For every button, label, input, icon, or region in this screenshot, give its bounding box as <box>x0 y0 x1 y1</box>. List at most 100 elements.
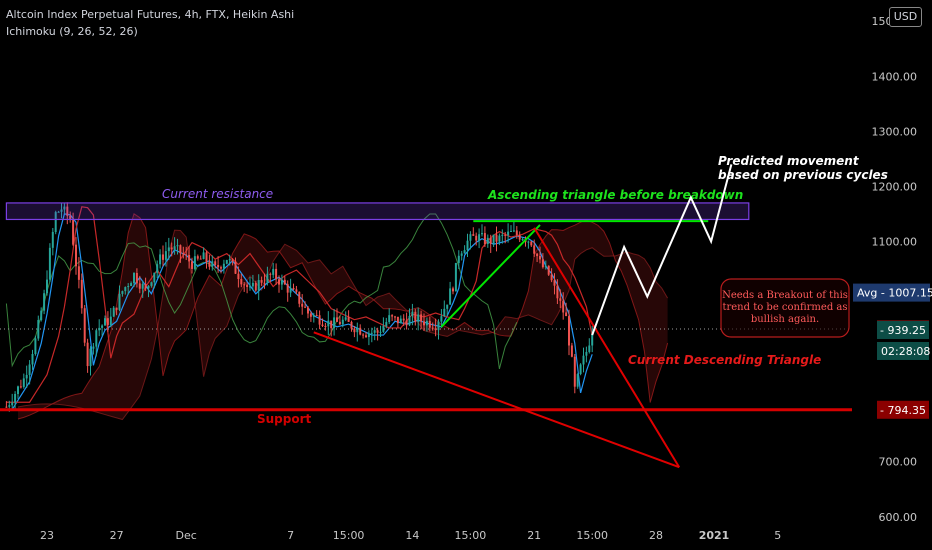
note-line1: Needs a Breakout of this <box>722 290 848 301</box>
candle <box>298 291 301 308</box>
candle <box>5 401 8 408</box>
candle <box>188 246 191 269</box>
currency-button[interactable]: USD <box>889 7 922 27</box>
candle <box>498 233 501 246</box>
candle <box>231 258 234 266</box>
predicted-path[interactable] <box>591 164 733 336</box>
candle <box>568 309 570 356</box>
last-price-label[interactable]: - 939.25 <box>877 320 929 339</box>
candle <box>428 316 431 332</box>
candle <box>130 281 133 287</box>
countdown-timer: 02:28:08 <box>877 341 930 360</box>
candle <box>222 259 225 274</box>
indicator-legend[interactable]: Ichimoku (9, 26, 52, 26) <box>6 25 138 38</box>
candle <box>46 270 48 296</box>
x-axis[interactable]: 23 27 Dec 7 15:00 14 15:00 21 15:00 28 2021 5 <box>40 529 781 542</box>
x-tick-label: 2021 <box>699 529 730 542</box>
candle <box>367 330 370 346</box>
support-tag-tag-text: - 794.35 <box>880 404 926 417</box>
candle <box>315 310 318 317</box>
candle <box>205 250 208 269</box>
avg-tag-text: Avg - 1007.15 <box>857 287 932 300</box>
candle <box>162 245 164 267</box>
resistance-zone[interactable] <box>5 202 750 221</box>
candle <box>254 280 257 292</box>
candle <box>475 232 478 246</box>
candle <box>28 360 31 385</box>
candle <box>391 314 394 321</box>
candle <box>199 255 202 260</box>
x-tick-label: 14 <box>405 529 419 542</box>
candle <box>527 240 530 249</box>
candle <box>541 253 544 269</box>
candle <box>109 308 112 328</box>
descending-upper-line[interactable] <box>533 227 681 468</box>
candle <box>434 318 437 337</box>
candle <box>565 302 568 317</box>
candle <box>63 203 66 214</box>
candle <box>43 289 46 315</box>
candle <box>51 227 54 256</box>
candle <box>396 316 399 328</box>
candle <box>150 281 153 288</box>
candle <box>289 278 292 298</box>
candle <box>333 308 336 336</box>
candle <box>115 307 118 316</box>
candle <box>582 347 585 373</box>
candle <box>57 210 60 213</box>
chart-title: Altcoin Index Perpetual Futures, 4h, FTX… <box>6 8 295 21</box>
candle <box>452 286 454 295</box>
candle <box>472 227 475 236</box>
descending-lower-line[interactable] <box>313 331 680 469</box>
candle <box>37 315 40 341</box>
x-tick-label: 23 <box>40 529 54 542</box>
candle <box>234 257 237 275</box>
candle <box>376 327 379 341</box>
candle <box>179 244 182 263</box>
candle <box>312 312 315 323</box>
candle <box>118 285 121 312</box>
candle <box>460 250 463 261</box>
x-tick-label: 7 <box>287 529 294 542</box>
candle <box>307 305 309 319</box>
candle <box>144 277 147 292</box>
candle <box>556 279 559 305</box>
candle <box>217 256 220 273</box>
candle <box>463 245 466 254</box>
candle <box>576 373 579 389</box>
candle <box>321 318 324 327</box>
candle <box>182 246 185 259</box>
candle <box>492 234 495 247</box>
candle <box>347 310 350 323</box>
candle <box>469 231 472 250</box>
candle <box>588 338 591 354</box>
candle <box>164 242 167 267</box>
descending-triangle-label: Current Descending Triangle <box>628 353 821 367</box>
avg-label[interactable]: Avg - 1007.15 <box>853 283 932 302</box>
candle <box>124 286 127 295</box>
candle <box>362 333 365 339</box>
candle <box>365 332 367 339</box>
x-tick-label: 21 <box>527 529 541 542</box>
y-tick-label: 1400.00 <box>872 70 918 83</box>
ascending-rising-line[interactable] <box>440 224 541 328</box>
candle <box>585 346 588 363</box>
candle <box>54 210 57 235</box>
candle <box>133 272 135 288</box>
candle <box>489 234 492 253</box>
candle <box>295 285 298 295</box>
candle <box>275 263 278 285</box>
candle <box>25 365 28 389</box>
candle <box>260 276 263 286</box>
candle <box>121 290 124 297</box>
candle <box>220 265 222 274</box>
candle <box>31 349 34 370</box>
candle <box>330 320 333 337</box>
support-tag-label[interactable]: - 794.35 <box>877 400 929 419</box>
candle <box>466 233 469 257</box>
candle <box>278 275 280 293</box>
candle <box>75 237 77 275</box>
candle <box>486 234 489 248</box>
